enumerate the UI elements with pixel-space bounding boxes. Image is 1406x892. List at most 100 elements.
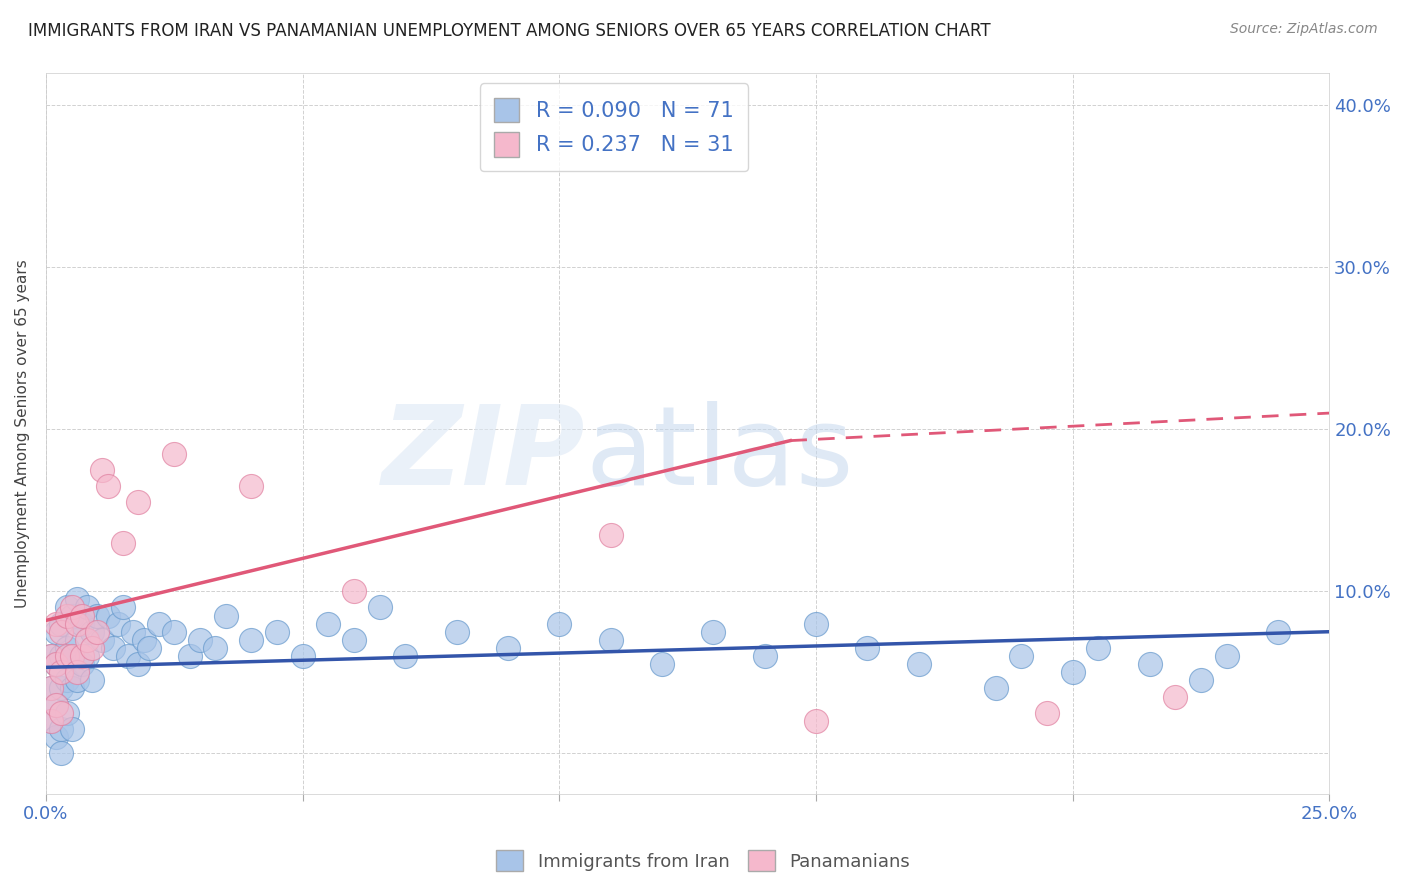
Point bbox=[91, 463, 114, 477]
Point bbox=[70, 657, 93, 672]
Point bbox=[51, 624, 73, 639]
Point bbox=[66, 673, 89, 688]
Point bbox=[51, 616, 73, 631]
Point bbox=[82, 624, 104, 639]
Point bbox=[91, 632, 114, 647]
Point bbox=[214, 608, 236, 623]
Point bbox=[117, 648, 139, 663]
Text: ZIP: ZIP bbox=[381, 401, 585, 508]
Point bbox=[856, 640, 879, 655]
Point bbox=[599, 632, 621, 647]
Point bbox=[101, 640, 124, 655]
Point bbox=[1215, 648, 1237, 663]
Point bbox=[39, 648, 62, 663]
Point bbox=[394, 648, 416, 663]
Point bbox=[51, 706, 73, 720]
Point bbox=[60, 681, 83, 696]
Text: atlas: atlas bbox=[585, 401, 853, 508]
Point bbox=[45, 657, 67, 672]
Point bbox=[343, 584, 366, 599]
Point bbox=[204, 640, 226, 655]
Legend: R = 0.090   N = 71, R = 0.237   N = 31: R = 0.090 N = 71, R = 0.237 N = 31 bbox=[479, 83, 748, 171]
Point bbox=[188, 632, 211, 647]
Point bbox=[316, 616, 339, 631]
Point bbox=[1164, 690, 1187, 704]
Point bbox=[754, 648, 776, 663]
Point bbox=[39, 681, 62, 696]
Point bbox=[60, 600, 83, 615]
Point bbox=[45, 616, 67, 631]
Point bbox=[107, 616, 129, 631]
Point bbox=[1062, 665, 1084, 680]
Point bbox=[55, 608, 77, 623]
Point bbox=[132, 632, 155, 647]
Point bbox=[1267, 624, 1289, 639]
Point bbox=[55, 673, 77, 688]
Point bbox=[39, 681, 62, 696]
Point bbox=[70, 616, 93, 631]
Point bbox=[127, 657, 149, 672]
Point bbox=[97, 608, 120, 623]
Point bbox=[66, 665, 89, 680]
Point bbox=[82, 673, 104, 688]
Point bbox=[66, 592, 89, 607]
Point bbox=[1087, 640, 1109, 655]
Point bbox=[496, 640, 519, 655]
Point bbox=[1139, 657, 1161, 672]
Point bbox=[368, 600, 391, 615]
Point bbox=[291, 648, 314, 663]
Point bbox=[66, 632, 89, 647]
Point bbox=[55, 600, 77, 615]
Point bbox=[86, 608, 108, 623]
Point bbox=[55, 706, 77, 720]
Point bbox=[55, 640, 77, 655]
Point bbox=[984, 681, 1007, 696]
Point bbox=[70, 608, 93, 623]
Point bbox=[804, 616, 827, 631]
Point bbox=[266, 624, 288, 639]
Point bbox=[111, 600, 134, 615]
Point bbox=[1189, 673, 1212, 688]
Point bbox=[66, 616, 89, 631]
Point bbox=[127, 495, 149, 509]
Point bbox=[60, 648, 83, 663]
Point bbox=[60, 722, 83, 736]
Point bbox=[60, 648, 83, 663]
Point bbox=[240, 632, 263, 647]
Legend: Immigrants from Iran, Panamanians: Immigrants from Iran, Panamanians bbox=[489, 843, 917, 879]
Text: Source: ZipAtlas.com: Source: ZipAtlas.com bbox=[1230, 22, 1378, 37]
Point bbox=[163, 446, 186, 460]
Point bbox=[804, 714, 827, 728]
Point bbox=[51, 648, 73, 663]
Point bbox=[45, 698, 67, 712]
Point bbox=[343, 632, 366, 647]
Point bbox=[76, 648, 98, 663]
Point bbox=[907, 657, 929, 672]
Point bbox=[45, 698, 67, 712]
Point bbox=[82, 640, 104, 655]
Point bbox=[45, 657, 67, 672]
Text: IMMIGRANTS FROM IRAN VS PANAMANIAN UNEMPLOYMENT AMONG SENIORS OVER 65 YEARS CORR: IMMIGRANTS FROM IRAN VS PANAMANIAN UNEMP… bbox=[28, 22, 991, 40]
Point bbox=[76, 632, 98, 647]
Point bbox=[39, 648, 62, 663]
Point bbox=[651, 657, 673, 672]
Point bbox=[446, 624, 468, 639]
Point bbox=[45, 624, 67, 639]
Point bbox=[51, 722, 73, 736]
Point bbox=[599, 527, 621, 541]
Point bbox=[45, 730, 67, 744]
Point bbox=[111, 535, 134, 549]
Point bbox=[179, 648, 201, 663]
Point bbox=[1010, 648, 1032, 663]
Point bbox=[51, 681, 73, 696]
Point bbox=[97, 479, 120, 493]
Point bbox=[76, 600, 98, 615]
Point bbox=[86, 624, 108, 639]
Point bbox=[70, 648, 93, 663]
Point bbox=[51, 665, 73, 680]
Point bbox=[702, 624, 724, 639]
Point bbox=[122, 624, 145, 639]
Point bbox=[1036, 706, 1059, 720]
Point bbox=[51, 746, 73, 760]
Y-axis label: Unemployment Among Seniors over 65 years: Unemployment Among Seniors over 65 years bbox=[15, 259, 30, 607]
